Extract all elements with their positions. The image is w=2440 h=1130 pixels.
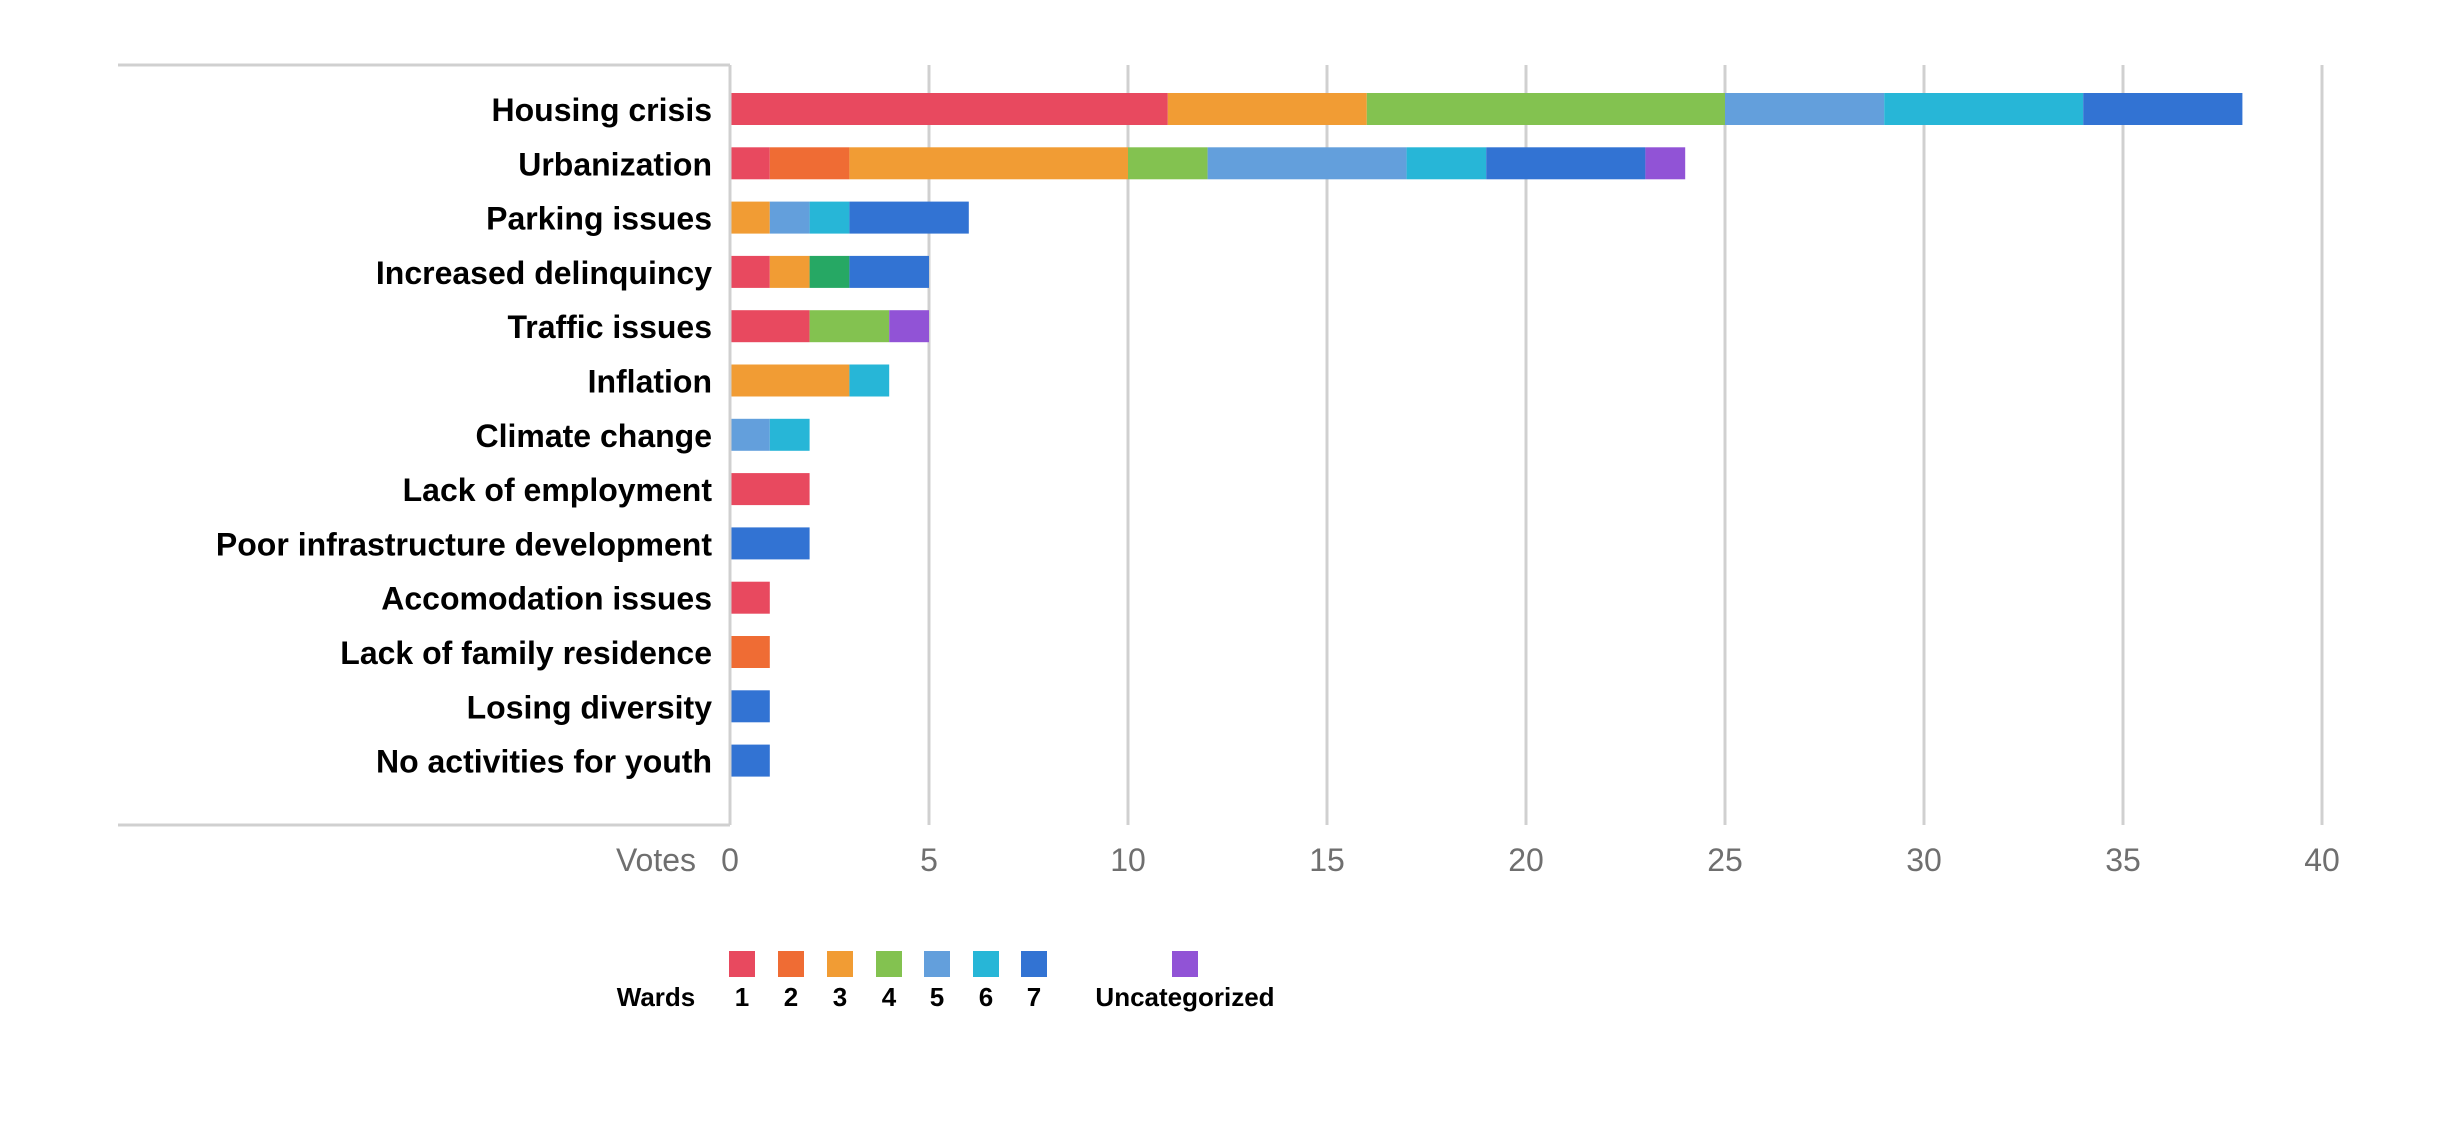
- bar-losing-diversity-ward-7: [730, 690, 770, 723]
- x-tick-label-20: 20: [1508, 842, 1544, 878]
- x-tick-label-25: 25: [1707, 842, 1743, 878]
- bar-urbanization-ward-uncategorized: [1645, 147, 1686, 180]
- category-label-losing-diversity: Losing diversity: [467, 689, 713, 725]
- category-label-lack-of-family-residence: Lack of family residence: [340, 635, 712, 671]
- x-tick-label-10: 10: [1110, 842, 1146, 878]
- bar-housing-crisis-ward-3: [1167, 93, 1367, 125]
- bar-urbanization-ward-6: [1406, 147, 1487, 180]
- category-label-traffic-issues: Traffic issues: [507, 309, 712, 345]
- bar-parking-issues-ward-3: [730, 201, 770, 234]
- bar-housing-crisis-ward-5: [1725, 93, 1885, 125]
- legend-label-1: 1: [735, 982, 749, 1012]
- bar-housing-crisis-ward-6: [1884, 93, 2084, 125]
- bar-housing-crisis-ward-1: [730, 93, 1168, 125]
- category-label-poor-infrastructure-development: Poor infrastructure development: [216, 526, 712, 562]
- category-label-inflation: Inflation: [588, 364, 712, 400]
- bar-urbanization-ward-2: [769, 147, 850, 180]
- category-label-parking-issues: Parking issues: [486, 201, 712, 237]
- bar-urbanization-ward-4: [1128, 147, 1208, 180]
- bar-increased-delinquincy-ward-3: [769, 255, 810, 288]
- bar-parking-issues-ward-7: [849, 201, 969, 234]
- bar-traffic-issues-ward-uncategorized: [889, 310, 929, 343]
- bar-traffic-issues-ward-1: [730, 310, 810, 343]
- legend-label-2: 2: [784, 982, 798, 1012]
- x-tick-label-15: 15: [1309, 842, 1345, 878]
- legend-swatch-3: [827, 951, 853, 977]
- x-tick-label-5: 5: [920, 842, 938, 878]
- bar-increased-delinquincy-ward-1: [730, 255, 770, 288]
- bar-no-activities-for-youth-ward-7: [730, 744, 770, 777]
- x-axis-title: Votes: [616, 842, 696, 878]
- bar-increased-delinquincy-ward-7: [849, 255, 929, 288]
- legend-title: Wards: [617, 982, 696, 1012]
- bar-housing-crisis-ward-4: [1366, 93, 1725, 125]
- x-tick-label-40: 40: [2304, 842, 2340, 878]
- legend-label-4: 4: [882, 982, 897, 1012]
- bar-lack-of-employment-ward-1: [730, 473, 810, 506]
- legend-swatch-6: [973, 951, 999, 977]
- bar-increased-delinquincy-ward-4: [809, 255, 850, 288]
- category-label-increased-delinquincy: Increased delinquincy: [376, 255, 712, 291]
- category-label-urbanization: Urbanization: [518, 146, 712, 182]
- bar-parking-issues-ward-5: [769, 201, 810, 234]
- category-label-housing-crisis: Housing crisis: [492, 92, 713, 128]
- legend-swatch-4: [876, 951, 902, 977]
- bar-accomodation-issues-ward-1: [730, 581, 770, 614]
- x-tick-label-35: 35: [2105, 842, 2141, 878]
- legend-label-3: 3: [833, 982, 847, 1012]
- legend-swatch-2: [778, 951, 804, 977]
- bar-poor-infrastructure-development-ward-7: [730, 527, 810, 560]
- bar-inflation-ward-3: [730, 364, 850, 397]
- legend-swatch-1: [729, 951, 755, 977]
- bar-housing-crisis-ward-7: [2083, 93, 2243, 125]
- bar-urbanization-ward-1: [730, 147, 770, 180]
- legend-label-6: 6: [979, 982, 993, 1012]
- x-tick-label-0: 0: [721, 842, 739, 878]
- legend-label-7: 7: [1027, 982, 1041, 1012]
- bar-climate-change-ward-6: [769, 418, 810, 451]
- legend-swatch-uncategorized: [1172, 951, 1198, 977]
- bar-climate-change-ward-5: [730, 418, 770, 451]
- bar-urbanization-ward-3: [849, 147, 1128, 180]
- category-label-lack-of-employment: Lack of employment: [403, 472, 713, 508]
- category-label-climate-change: Climate change: [475, 418, 712, 454]
- legend-swatch-7: [1021, 951, 1047, 977]
- category-label-no-activities-for-youth: No activities for youth: [376, 744, 712, 780]
- x-tick-label-30: 30: [1906, 842, 1942, 878]
- legend-swatch-5: [924, 951, 950, 977]
- bar-traffic-issues-ward-4: [809, 310, 890, 343]
- bar-inflation-ward-6: [849, 364, 890, 397]
- bar-urbanization-ward-5: [1207, 147, 1407, 180]
- legend-label-uncategorized: Uncategorized: [1095, 982, 1274, 1012]
- category-label-accomodation-issues: Accomodation issues: [381, 581, 712, 617]
- bar-lack-of-family-residence-ward-2: [730, 636, 770, 668]
- legend-label-5: 5: [930, 982, 944, 1012]
- bar-parking-issues-ward-6: [809, 201, 850, 234]
- bar-urbanization-ward-7: [1486, 147, 1646, 180]
